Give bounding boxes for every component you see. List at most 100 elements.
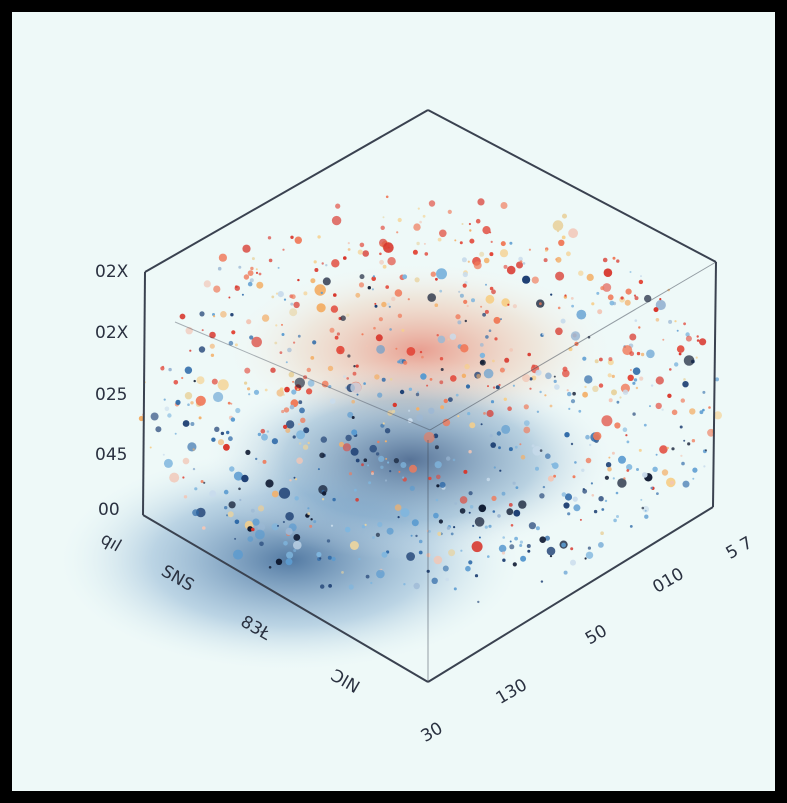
dot xyxy=(480,353,485,358)
dot xyxy=(423,215,426,218)
dot xyxy=(582,357,586,361)
dot xyxy=(299,442,301,444)
dot xyxy=(584,375,592,383)
dot xyxy=(637,352,640,355)
dot xyxy=(576,310,586,320)
dot xyxy=(670,481,674,485)
dot xyxy=(604,268,613,277)
dot xyxy=(545,453,551,459)
dot xyxy=(619,396,621,398)
dot xyxy=(702,409,705,412)
dot xyxy=(598,496,603,501)
dot xyxy=(529,522,536,529)
dot xyxy=(307,507,309,509)
dot xyxy=(248,393,250,395)
dot xyxy=(635,319,638,322)
dot xyxy=(626,289,632,295)
dot xyxy=(213,315,215,317)
dot xyxy=(468,560,472,564)
dot xyxy=(235,286,240,291)
dot xyxy=(315,284,326,295)
dot xyxy=(383,422,385,424)
dot xyxy=(244,274,249,279)
dot xyxy=(487,385,489,387)
dot xyxy=(654,307,659,312)
dot xyxy=(540,449,543,452)
dot xyxy=(639,449,642,452)
dot xyxy=(224,506,227,509)
dot xyxy=(494,337,497,340)
dot xyxy=(616,492,619,495)
dot xyxy=(480,306,482,308)
dot xyxy=(703,465,705,467)
dot xyxy=(290,405,295,410)
dot xyxy=(554,384,560,390)
dot xyxy=(323,277,331,285)
dot xyxy=(645,510,647,512)
dot xyxy=(578,410,581,413)
dot xyxy=(587,274,594,281)
dot xyxy=(372,536,375,539)
dot xyxy=(527,544,531,548)
dot xyxy=(155,426,161,432)
dot xyxy=(296,457,303,464)
dot xyxy=(290,303,293,306)
dot xyxy=(435,445,439,449)
dot xyxy=(608,294,614,300)
dot xyxy=(286,361,288,363)
dot xyxy=(514,537,518,541)
dot xyxy=(440,482,446,488)
dot xyxy=(477,198,484,205)
dot xyxy=(650,487,653,490)
dot xyxy=(548,476,554,482)
dot xyxy=(355,293,360,298)
dot xyxy=(571,305,574,308)
dot xyxy=(210,344,215,349)
dot xyxy=(335,336,339,340)
dot xyxy=(522,276,530,284)
dot xyxy=(652,467,657,472)
dot xyxy=(583,488,585,490)
dot xyxy=(480,360,484,364)
dot xyxy=(322,491,326,495)
dot xyxy=(175,433,177,435)
dot xyxy=(608,357,612,361)
dot xyxy=(550,294,552,296)
dot xyxy=(299,408,305,414)
dot xyxy=(497,431,501,435)
dot xyxy=(255,530,265,540)
dot xyxy=(477,601,479,603)
dot xyxy=(391,297,395,301)
dot xyxy=(376,334,383,341)
dot xyxy=(460,550,462,552)
dot xyxy=(345,527,351,533)
dot xyxy=(494,466,496,468)
dot xyxy=(571,297,574,300)
dot xyxy=(268,236,271,239)
dot xyxy=(509,447,513,451)
dot xyxy=(502,536,505,539)
dot xyxy=(460,241,463,244)
dot xyxy=(286,420,294,428)
dot xyxy=(519,544,522,547)
dot xyxy=(439,380,443,384)
dot xyxy=(562,236,566,240)
dot xyxy=(163,454,165,456)
dot xyxy=(213,392,223,402)
dot xyxy=(485,284,487,286)
dot xyxy=(360,243,365,248)
dot xyxy=(418,208,420,210)
dot xyxy=(284,387,290,393)
dot xyxy=(507,406,512,411)
dot xyxy=(563,367,568,372)
dot xyxy=(708,406,711,409)
dot xyxy=(250,278,254,282)
dot xyxy=(229,466,234,471)
dot xyxy=(486,295,495,304)
dot xyxy=(328,556,332,560)
dot xyxy=(340,315,346,321)
dot xyxy=(448,210,452,214)
dot xyxy=(679,353,682,356)
dot xyxy=(474,261,482,269)
dot xyxy=(228,402,231,405)
